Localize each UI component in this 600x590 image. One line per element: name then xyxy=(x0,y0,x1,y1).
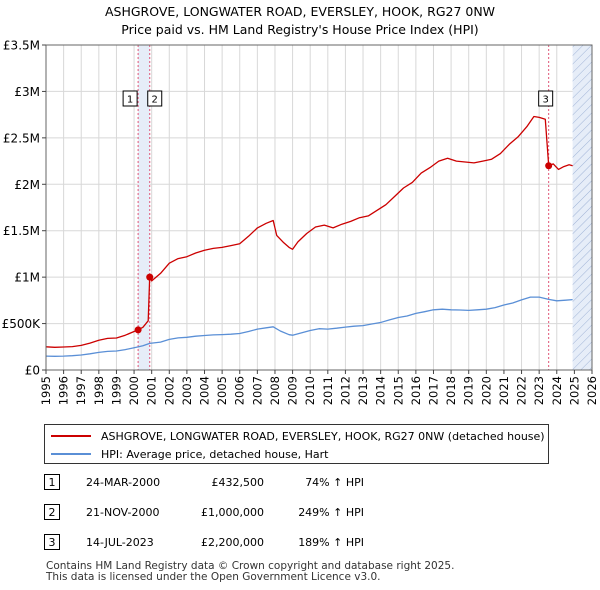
x-tick-label: 2005 xyxy=(215,376,229,405)
sale-label-box xyxy=(538,90,554,107)
legend: ASHGROVE, LONGWATER ROAD, EVERSLEY, HOOK… xyxy=(44,424,549,464)
x-tick-label: 2024 xyxy=(550,376,564,405)
x-tick-label: 2019 xyxy=(462,376,476,405)
x-tick-label: 2013 xyxy=(356,376,370,405)
footer-line-1: Contains HM Land Registry data © Crown c… xyxy=(46,560,455,572)
x-tick-label: 2015 xyxy=(391,376,405,405)
sale-point xyxy=(146,273,154,281)
x-tick-label: 2011 xyxy=(321,376,335,405)
sale-hpi-change: 74% ↑ HPI xyxy=(305,476,364,489)
x-tick-label: 2020 xyxy=(479,376,493,405)
x-tick-label: 1999 xyxy=(109,376,123,405)
legend-swatch-hpi xyxy=(51,453,91,455)
title-line-2: Price paid vs. HM Land Registry's House … xyxy=(121,22,479,37)
sale-date: 21-NOV-2000 xyxy=(86,506,160,519)
chart-title: ASHGROVE, LONGWATER ROAD, EVERSLEY, HOOK… xyxy=(0,3,600,39)
sale-price: £2,200,000 xyxy=(201,536,264,549)
x-tick-label: 2026 xyxy=(585,376,599,405)
x-tick-label: 2021 xyxy=(497,376,511,405)
x-tick-label: 2004 xyxy=(198,376,212,405)
x-tick-label: 2012 xyxy=(338,376,352,405)
sale-date: 24-MAR-2000 xyxy=(86,476,161,489)
y-tick-label: £3M xyxy=(14,85,40,99)
y-tick-label: £1.5M xyxy=(3,224,40,238)
x-tick-label: 2014 xyxy=(374,376,388,405)
sale-label: 3 xyxy=(542,95,548,106)
property-price-line xyxy=(45,115,573,348)
sale-hpi-change: 249% ↑ HPI xyxy=(298,506,364,519)
y-tick-label: £0 xyxy=(25,364,40,378)
y-tick-label: £3.5M xyxy=(3,39,40,53)
x-tick-label: 1995 xyxy=(39,376,53,405)
sale-number-badge: 1 xyxy=(44,474,60,490)
sale-point xyxy=(545,162,553,170)
sale-label-box xyxy=(147,90,163,107)
sale-date: 14-JUL-2023 xyxy=(86,536,154,549)
x-tick-label: 2023 xyxy=(532,376,546,405)
x-tick-label: 2008 xyxy=(268,376,282,405)
footer-attribution: Contains HM Land Registry data © Crown c… xyxy=(46,561,454,583)
sale-price: £1,000,000 xyxy=(201,506,264,519)
x-tick-label: 1997 xyxy=(74,376,88,405)
sale-row: 1 24-MAR-2000 £432,500 74% ↑ HPI xyxy=(44,474,374,494)
legend-item-property: ASHGROVE, LONGWATER ROAD, EVERSLEY, HOOK… xyxy=(51,428,545,444)
x-tick-label: 1996 xyxy=(57,376,71,405)
sale-label: 1 xyxy=(127,95,133,106)
plot-frame xyxy=(45,44,593,371)
chart-plot: 1 2 3 £0 £500K £1M £1.5M £2M £2.5M £3M £3.5M 1995 1… xyxy=(2,39,599,406)
sale-label: 2 xyxy=(152,95,158,106)
x-tick-label: 2022 xyxy=(515,376,529,405)
sale-label-box xyxy=(122,90,138,107)
sale-row: 2 21-NOV-2000 £1,000,000 249% ↑ HPI xyxy=(44,504,374,524)
x-tick-label: 2007 xyxy=(250,376,264,405)
x-tick-label: 2000 xyxy=(127,376,141,405)
x-tick-label: 2006 xyxy=(233,376,247,405)
x-tick-label: 2009 xyxy=(286,376,300,405)
sale-point xyxy=(134,326,142,334)
sale-hpi-change: 189% ↑ HPI xyxy=(298,536,364,549)
x-tick-label: 2025 xyxy=(567,376,581,405)
sale-row: 3 14-JUL-2023 £2,200,000 189% ↑ HPI xyxy=(44,534,374,554)
x-tick-label: 2010 xyxy=(303,376,317,405)
y-tick-label: £500K xyxy=(2,317,42,331)
x-tick-label: 1998 xyxy=(92,376,106,405)
y-tick-label: £2.5M xyxy=(3,131,40,145)
x-tick-label: 2017 xyxy=(426,376,440,405)
y-tick-label: £1M xyxy=(14,271,40,285)
legend-item-hpi: HPI: Average price, detached house, Hart xyxy=(51,446,328,462)
sale-number-badge: 3 xyxy=(44,534,60,550)
forecast-hatch xyxy=(572,45,592,370)
legend-label-property: ASHGROVE, LONGWATER ROAD, EVERSLEY, HOOK… xyxy=(101,429,545,443)
legend-label-hpi: HPI: Average price, detached house, Hart xyxy=(101,447,329,461)
x-tick-label: 2001 xyxy=(145,376,159,405)
title-line-1: ASHGROVE, LONGWATER ROAD, EVERSLEY, HOOK… xyxy=(104,4,496,19)
legend-swatch-property xyxy=(51,435,91,437)
y-tick-label: £2M xyxy=(14,178,40,192)
x-tick-label: 2003 xyxy=(180,376,194,405)
sale-number-badge: 2 xyxy=(44,504,60,520)
footer-line-2: This data is licensed under the Open Gov… xyxy=(46,571,381,583)
sale-price: £432,500 xyxy=(211,476,265,489)
sale-span-band xyxy=(138,45,150,370)
x-tick-label: 2016 xyxy=(409,376,423,405)
x-tick-label: 2018 xyxy=(444,376,458,405)
hpi-line xyxy=(45,296,573,357)
x-tick-label: 2002 xyxy=(162,376,176,405)
